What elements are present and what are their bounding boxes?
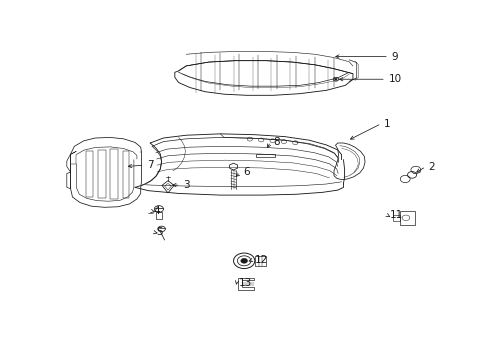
Text: 11: 11 <box>389 210 402 220</box>
Text: 13: 13 <box>239 278 252 288</box>
Text: 7: 7 <box>147 160 153 170</box>
Circle shape <box>240 258 247 263</box>
Text: 4: 4 <box>153 206 160 216</box>
Text: 3: 3 <box>183 180 189 190</box>
Text: 1: 1 <box>383 118 390 129</box>
Text: 2: 2 <box>428 162 434 172</box>
Text: 6: 6 <box>243 167 249 177</box>
Text: 5: 5 <box>156 227 163 237</box>
Circle shape <box>334 78 336 80</box>
Text: 8: 8 <box>273 136 280 147</box>
Text: 12: 12 <box>255 255 268 265</box>
Text: 10: 10 <box>388 74 401 84</box>
Text: 9: 9 <box>391 51 397 62</box>
